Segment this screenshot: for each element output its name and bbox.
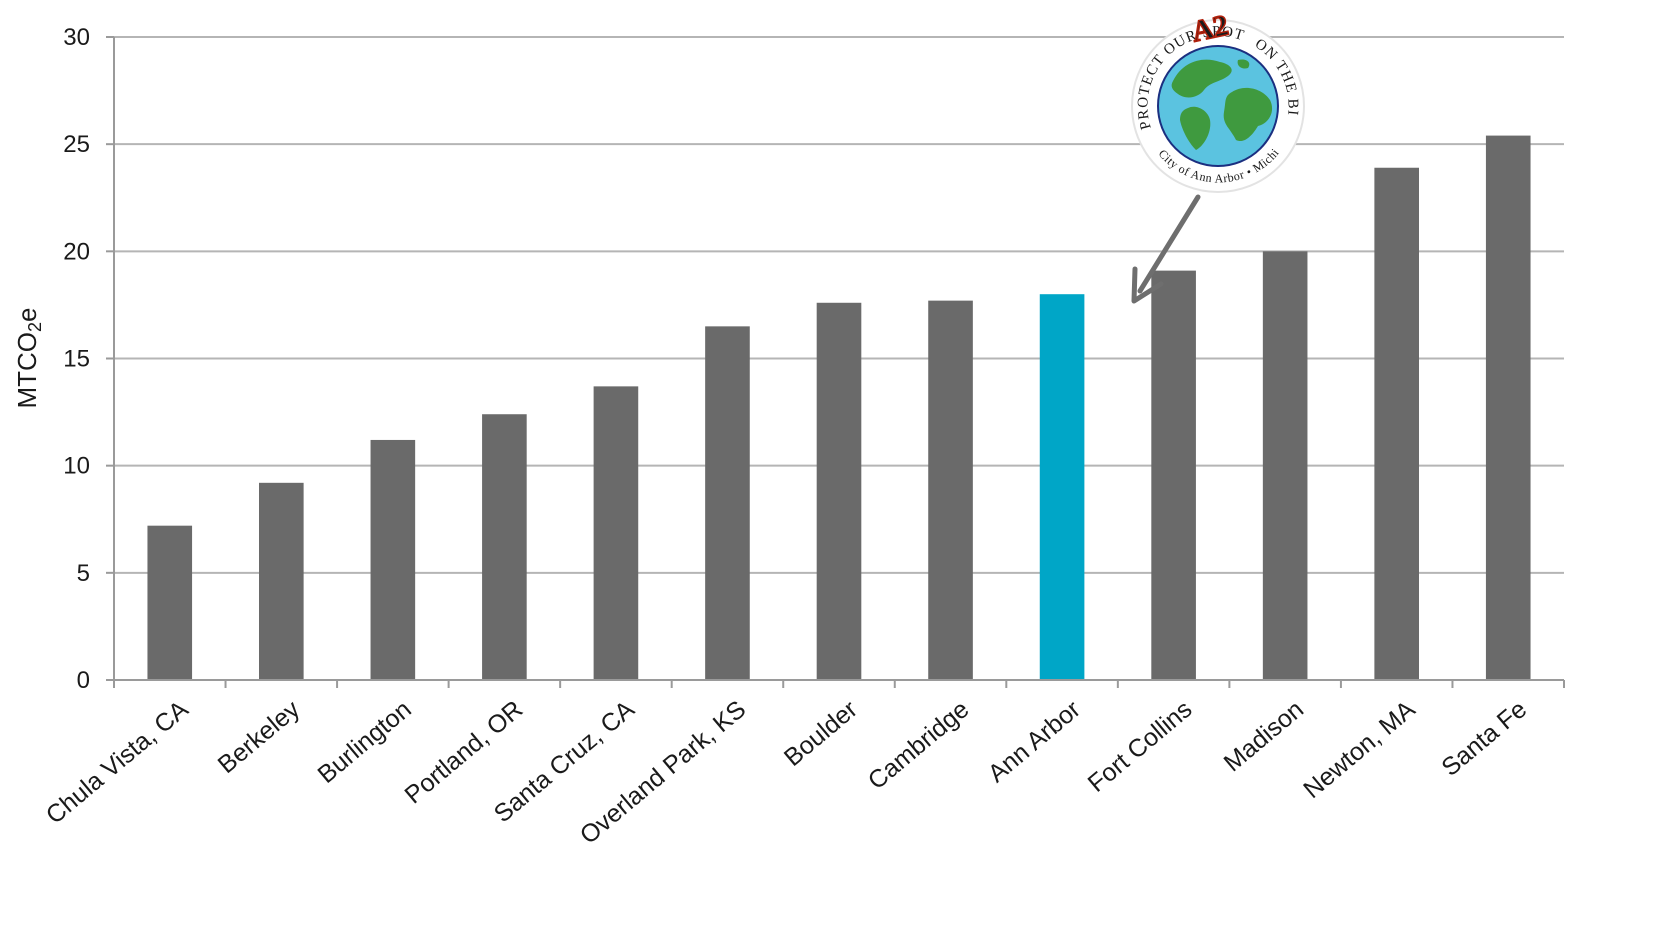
globe-land-east bbox=[1223, 87, 1273, 142]
x-tick-label: Berkeley bbox=[213, 695, 306, 779]
x-tick-label: Ann Arbor bbox=[983, 695, 1086, 788]
x-tick-label: Madison bbox=[1219, 695, 1309, 777]
y-tick-label: 25 bbox=[63, 131, 90, 158]
x-tick-label: Santa Fe bbox=[1436, 695, 1532, 782]
bar bbox=[1485, 135, 1531, 681]
bar bbox=[147, 525, 193, 680]
y-tick-label: 30 bbox=[63, 24, 90, 51]
a2-badge: A2 bbox=[1188, 8, 1232, 49]
x-tick-label: Newton, MA bbox=[1298, 695, 1421, 804]
bar bbox=[259, 482, 304, 680]
annotation-arrow-shaft bbox=[1137, 194, 1201, 294]
bar bbox=[370, 439, 416, 680]
y-tick-label: 20 bbox=[63, 238, 90, 265]
x-tick-label: Fort Collins bbox=[1083, 695, 1198, 798]
y-axis-title: MTCO2e bbox=[12, 307, 45, 408]
bar bbox=[482, 414, 527, 680]
bar bbox=[928, 300, 973, 680]
y-tick-label: 10 bbox=[63, 453, 90, 480]
globe-land-south bbox=[1180, 106, 1211, 150]
a2-badge-text: A2 bbox=[1189, 9, 1232, 49]
annotation-arrow bbox=[1131, 194, 1201, 304]
y-tick-label: 0 bbox=[77, 667, 90, 694]
bar-highlight bbox=[1039, 294, 1085, 680]
globe-land-north bbox=[1171, 59, 1232, 98]
y-tick-label: 15 bbox=[63, 346, 90, 373]
y-tick-labels: 0 5 10 15 20 25 30 bbox=[63, 24, 90, 694]
bar bbox=[705, 326, 750, 680]
ann-arbor-seal-logo: PROTECT OUR SPOT ON THE BIG BLUE DOT Cit… bbox=[1131, 8, 1305, 193]
x-tick-label: Chula Vista, CA bbox=[41, 695, 194, 830]
x-tick-label: Cambridge bbox=[863, 695, 975, 795]
bar bbox=[1151, 270, 1196, 680]
x-axis bbox=[113, 37, 1565, 688]
x-tick-label: Boulder bbox=[779, 695, 863, 772]
bars bbox=[147, 135, 1531, 681]
bar bbox=[1262, 251, 1308, 681]
bar bbox=[816, 302, 862, 680]
y-axis-title-subscript: 2 bbox=[25, 322, 45, 332]
x-tick-labels: Chula Vista, CA Berkeley BurlingtonPortlan… bbox=[41, 695, 1532, 850]
annotation-arrow-head bbox=[1131, 266, 1164, 304]
y-tick-label: 5 bbox=[77, 560, 90, 587]
globe-land-island bbox=[1237, 59, 1250, 69]
bar bbox=[593, 386, 639, 680]
x-tick-label: Burlington bbox=[312, 695, 416, 789]
bar bbox=[1374, 167, 1419, 680]
